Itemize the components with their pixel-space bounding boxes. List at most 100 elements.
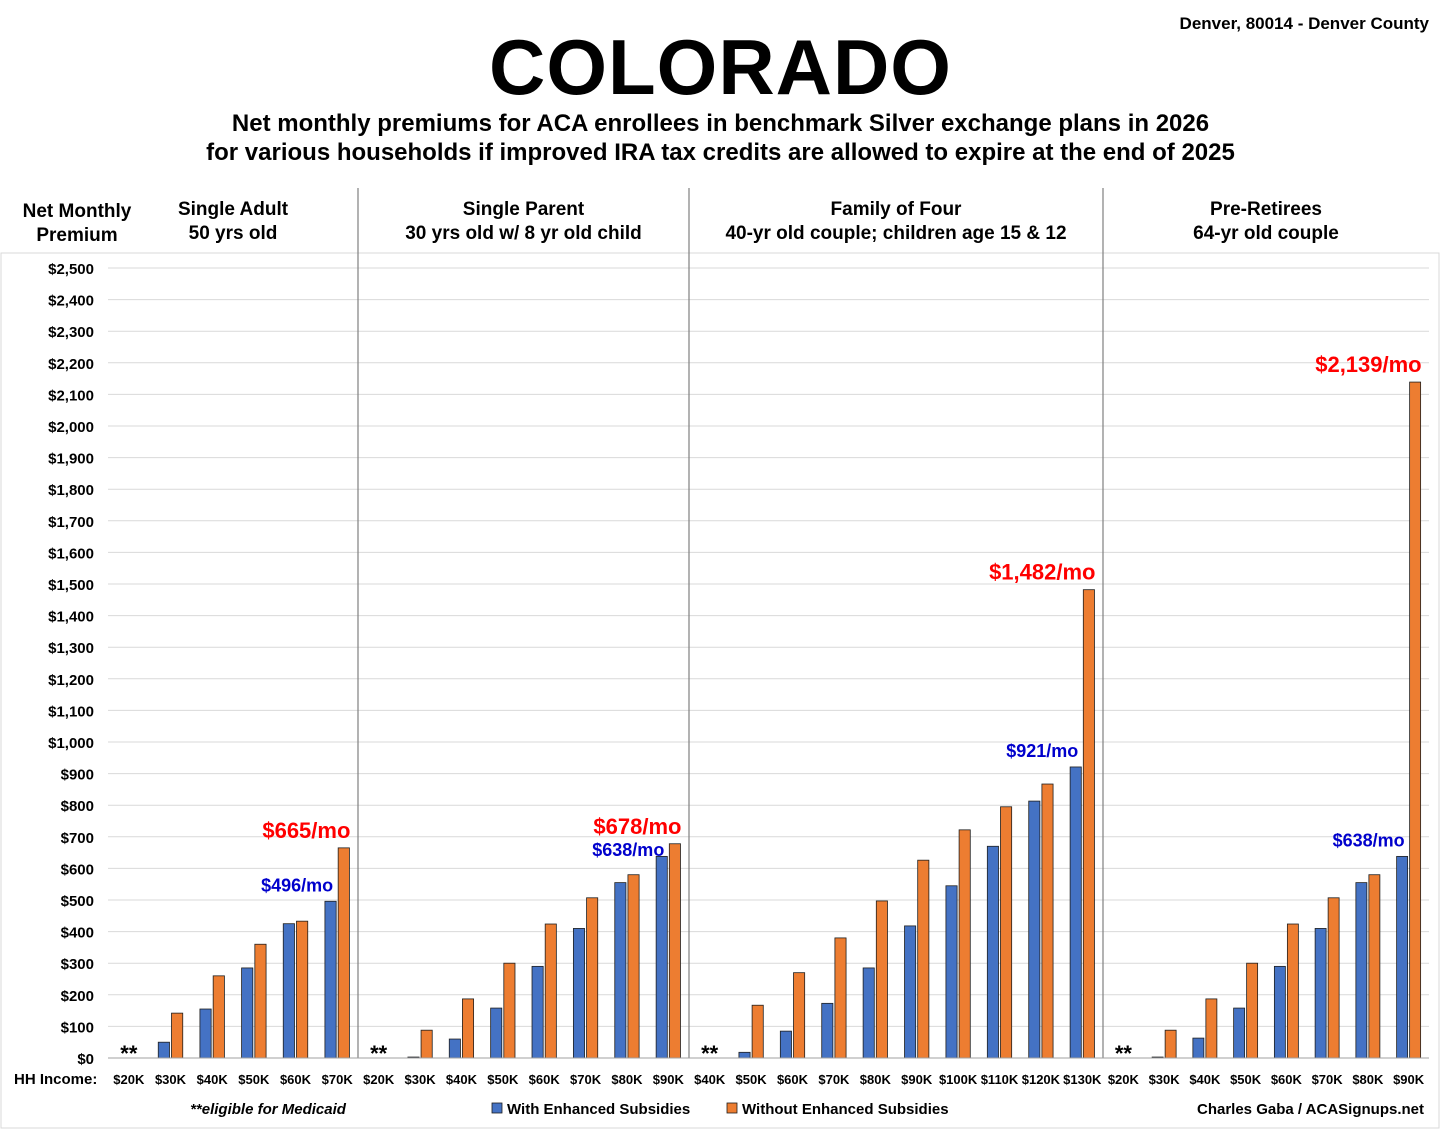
bar-without-subsidies <box>834 937 847 1059</box>
x-tick-label: $20K <box>113 1072 145 1087</box>
bar-without-subsidies <box>420 1029 433 1059</box>
x-tick-label: $60K <box>529 1072 561 1087</box>
y-tick-label: $2,500 <box>48 261 94 278</box>
y-tick-label: $1,800 <box>48 482 94 499</box>
chart-subtitle-line1: Net monthly premiums for ACA enrollees i… <box>231 110 1210 137</box>
bar-without-subsidies <box>296 920 309 1059</box>
bar-without-subsidies <box>1205 998 1218 1059</box>
bar-with-subsidies <box>157 1041 170 1059</box>
bar-without-subsidies <box>544 923 557 1059</box>
bar-without-subsidies <box>917 859 930 1059</box>
panel-title: Single Adult <box>178 199 289 220</box>
y-axis-label: Net Monthly <box>23 201 132 222</box>
x-tick-label: $110K <box>981 1072 1019 1087</box>
y-tick-label: $200 <box>61 988 94 1005</box>
annotation-with-subsidies: $496/mo <box>261 875 333 895</box>
y-tick-label: $1,500 <box>48 577 94 594</box>
bar-without-subsidies <box>627 874 640 1059</box>
x-tick-label: $30K <box>155 1072 187 1087</box>
x-tick-label: $40K <box>446 1072 478 1087</box>
bar-with-subsidies <box>324 900 337 1059</box>
medicaid-note: **eligible for Medicaid <box>190 1101 347 1118</box>
annotation-without-subsidies: $2,139/mo <box>1315 352 1421 377</box>
x-tick-label: $90K <box>1393 1072 1425 1087</box>
x-tick-label: $60K <box>777 1072 809 1087</box>
y-tick-label: $1,900 <box>48 451 94 468</box>
x-tick-label: $50K <box>1230 1072 1262 1087</box>
y-tick-label: $700 <box>61 830 94 847</box>
x-tick-label: $70K <box>570 1072 602 1087</box>
y-tick-label: $1,700 <box>48 514 94 531</box>
y-axis-label: Premium <box>36 225 117 246</box>
bar-without-subsidies <box>1409 381 1422 1059</box>
medicaid-marker: ** <box>370 1041 388 1066</box>
bar-without-subsidies <box>1286 923 1299 1059</box>
x-tick-label: $100K <box>939 1072 978 1087</box>
x-tick-label: $60K <box>280 1072 312 1087</box>
y-tick-label: $2,000 <box>48 419 94 436</box>
x-tick-label: $80K <box>1352 1072 1384 1087</box>
x-tick-label: $50K <box>238 1072 270 1087</box>
x-tick-label: $50K <box>487 1072 519 1087</box>
bar-without-subsidies <box>1164 1029 1177 1059</box>
bar-without-subsidies <box>668 843 681 1059</box>
page-title: COLORADO <box>489 23 952 111</box>
bar-with-subsidies <box>1273 965 1286 1059</box>
x-tick-label: $20K <box>1108 1072 1140 1087</box>
plot-frame <box>0 252 1440 1129</box>
y-tick-label: $800 <box>61 798 94 815</box>
bar-with-subsidies <box>1396 855 1409 1059</box>
x-tick-label: $30K <box>1149 1072 1181 1087</box>
bar-with-subsidies <box>1314 928 1327 1059</box>
bar-with-subsidies <box>862 967 875 1059</box>
x-tick-label: $40K <box>197 1072 229 1087</box>
x-tick-label: $120K <box>1022 1072 1061 1087</box>
bar-without-subsidies <box>1246 962 1259 1059</box>
annotation-with-subsidies: $638/mo <box>1333 830 1405 850</box>
annotation-without-subsidies: $678/mo <box>593 814 681 839</box>
panel-subtitle: 50 yrs old <box>189 223 278 244</box>
bar-without-subsidies <box>1041 783 1054 1059</box>
x-tick-label: $40K <box>694 1072 726 1087</box>
bar-with-subsidies <box>614 882 627 1059</box>
bar-with-subsidies <box>779 1030 792 1059</box>
y-tick-label: $1,300 <box>48 640 94 657</box>
y-tick-label: $300 <box>61 956 94 973</box>
y-tick-label: $2,200 <box>48 356 94 373</box>
x-tick-label: $60K <box>1271 1072 1303 1087</box>
bar-with-subsidies <box>1069 766 1082 1059</box>
panel-subtitle: 30 yrs old w/ 8 yr old child <box>405 223 642 244</box>
legend-swatch-without <box>726 1102 738 1114</box>
credit-label: Charles Gaba / ACASignups.net <box>1197 1101 1424 1118</box>
y-tick-label: $1,000 <box>48 735 94 752</box>
bar-with-subsidies <box>199 1008 212 1059</box>
legend-swatch-with <box>491 1102 503 1114</box>
y-tick-label: $400 <box>61 925 94 942</box>
x-tick-label: $40K <box>1189 1072 1221 1087</box>
bar-with-subsidies <box>1028 800 1041 1059</box>
medicaid-marker: ** <box>1115 1041 1133 1066</box>
bar-without-subsidies <box>958 829 971 1059</box>
bar-without-subsidies <box>503 962 516 1059</box>
y-tick-label: $2,300 <box>48 324 94 341</box>
y-tick-label: $1,200 <box>48 672 94 689</box>
bar-without-subsidies <box>793 972 806 1059</box>
bar-without-subsidies <box>212 975 225 1059</box>
bar-without-subsidies <box>254 943 267 1059</box>
bar-without-subsidies <box>1327 897 1340 1059</box>
bar-with-subsidies <box>448 1038 461 1059</box>
bar-with-subsidies <box>945 885 958 1059</box>
x-tick-label: $70K <box>818 1072 850 1087</box>
medicaid-marker: ** <box>120 1041 138 1066</box>
bar-without-subsidies <box>462 998 475 1059</box>
x-tick-label: $130K <box>1063 1072 1102 1087</box>
x-tick-label: $30K <box>405 1072 437 1087</box>
x-tick-label: $80K <box>860 1072 892 1087</box>
x-tick-label: $80K <box>611 1072 643 1087</box>
chart-subtitle-line2: for various households if improved IRA t… <box>206 139 1235 166</box>
y-tick-label: $100 <box>61 1019 94 1036</box>
bar-without-subsidies <box>1368 874 1381 1059</box>
annotation-without-subsidies: $1,482/mo <box>989 560 1095 585</box>
bar-with-subsidies <box>241 967 254 1059</box>
